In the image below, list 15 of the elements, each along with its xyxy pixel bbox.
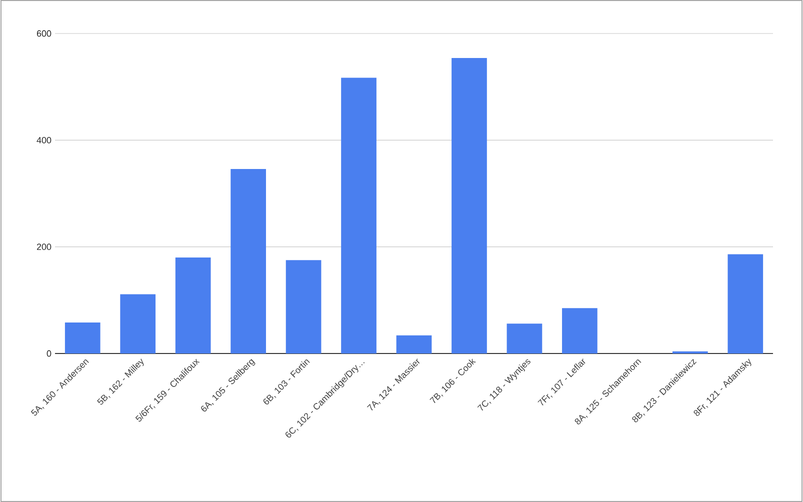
y-tick-label: 200 <box>36 244 52 250</box>
bar <box>562 308 598 354</box>
bar <box>120 294 156 354</box>
y-tick-label: 600 <box>36 30 52 37</box>
bar <box>396 335 432 354</box>
bar <box>230 168 266 354</box>
bar <box>286 260 322 354</box>
bar <box>341 78 376 354</box>
bar <box>506 324 542 354</box>
bar <box>452 58 487 354</box>
bar <box>175 257 211 354</box>
y-tick-label: 0 <box>46 350 52 357</box>
bar <box>64 322 100 354</box>
y-tick-label: 400 <box>36 136 52 144</box>
bar <box>728 254 764 354</box>
